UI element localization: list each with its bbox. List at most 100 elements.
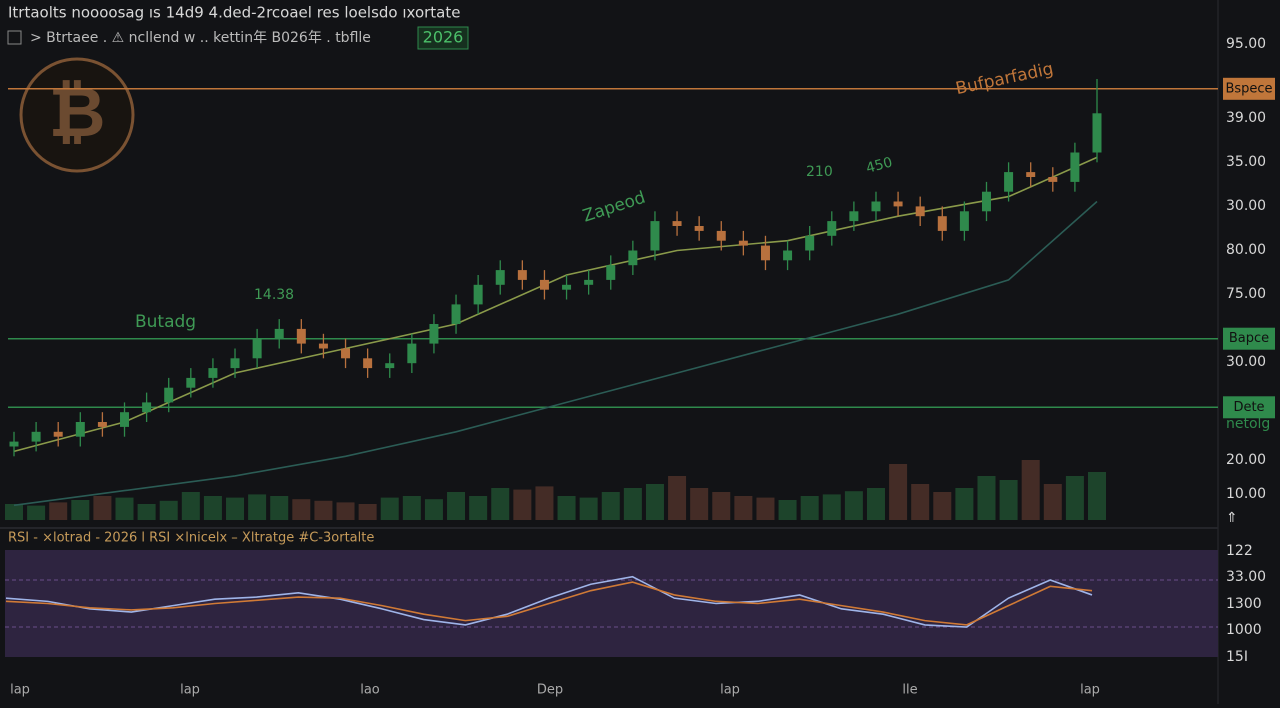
annotation: 210: [806, 164, 833, 180]
volume-bar: [800, 496, 819, 520]
time-label: lap: [720, 683, 740, 698]
candle-body: [296, 328, 306, 344]
volume-bar: [424, 499, 443, 520]
price-label: netolg: [1226, 416, 1270, 432]
volume-bar: [513, 489, 532, 520]
volume-bar: [491, 488, 510, 520]
rsi-line: [5, 581, 1093, 626]
volume-bar: [27, 505, 46, 520]
level-label: Bapce: [1229, 331, 1269, 346]
rsi-label: 1000: [1226, 622, 1262, 638]
icon-box: [7, 30, 22, 45]
logo-ring: [19, 57, 135, 173]
candle-body: [937, 216, 947, 231]
time-label: lle: [902, 683, 917, 698]
time-label: lap: [180, 683, 200, 698]
volume-bar: [137, 504, 156, 520]
volume-bar: [1021, 460, 1040, 520]
price-label: 35.00: [1226, 154, 1266, 170]
level-label: Bspece: [1225, 81, 1272, 96]
volume-bar: [668, 476, 687, 520]
candle-body: [672, 221, 682, 226]
annotation: 450: [864, 154, 894, 176]
price-label: 75.00: [1226, 286, 1266, 302]
volume-bar: [778, 500, 797, 520]
volume-bar: [115, 497, 134, 520]
volume-bar: [645, 484, 664, 520]
candle-body: [120, 412, 130, 427]
volume-bar: [71, 500, 90, 520]
badge: 2026: [423, 28, 464, 47]
volume-bar: [380, 497, 399, 520]
volume-bar: [623, 488, 642, 520]
volume-bar: [822, 494, 841, 520]
volume-bar: [999, 480, 1018, 520]
volume-bar: [358, 504, 377, 520]
candle-body: [407, 343, 417, 364]
volume-bar: [447, 492, 466, 520]
candle-body: [539, 279, 549, 290]
candle-body: [252, 338, 262, 359]
volume-bar: [292, 499, 311, 520]
volume-bar: [889, 464, 908, 520]
candle-body: [1004, 172, 1014, 192]
candle-body: [915, 206, 925, 217]
time-label: lap: [10, 683, 30, 698]
candle-body: [363, 358, 373, 369]
candle-body: [75, 422, 85, 437]
pane-divider: [0, 527, 1218, 529]
level-tag: [1223, 77, 1275, 100]
candle-body: [738, 240, 748, 246]
candle-body: [208, 368, 218, 378]
volume-bar: [270, 496, 289, 520]
candle-body: [760, 245, 770, 261]
candle-body: [97, 422, 107, 427]
candle-body: [473, 284, 483, 305]
candle-body: [1026, 172, 1036, 177]
volume-bar: [159, 500, 178, 520]
rsi-legend: RSI - ×lotrad - 2026 l RSI ×lnicelx – Xl…: [8, 531, 374, 546]
candle-body: [893, 201, 903, 207]
volume-bar: [557, 496, 576, 520]
candle-body: [318, 343, 328, 349]
volume-bar: [734, 496, 753, 520]
time-label: lap: [1080, 683, 1100, 698]
candle-body: [783, 250, 793, 261]
candle-body: [164, 387, 174, 403]
candle-body: [1048, 177, 1058, 182]
volume-bar: [336, 502, 355, 520]
volume-bar: [712, 492, 731, 520]
badge-box: [417, 26, 469, 50]
candle-body: [981, 191, 991, 212]
candle-body: [827, 221, 837, 236]
candle-body: [716, 230, 726, 241]
volume-bar: [601, 492, 620, 520]
level-tag: [1223, 396, 1275, 419]
candle-body: [495, 270, 505, 285]
candle-body: [606, 265, 616, 280]
volume-bar: [1088, 472, 1106, 520]
price-label: 95.00: [1226, 36, 1266, 52]
volume-bar: [977, 476, 996, 520]
time-label: Dep: [537, 683, 563, 698]
price-label: 39.00: [1226, 110, 1266, 126]
candle-body: [1070, 152, 1080, 182]
candle-body: [429, 324, 439, 344]
level-label: Dete: [1233, 400, 1264, 415]
candle-body: [805, 235, 815, 251]
candle-body: [31, 431, 41, 442]
candle-body: [274, 328, 284, 339]
time-label: lao: [360, 683, 380, 698]
header-title: Itrtaolts noooosag ıs 14d9 4.ded-2rcoael…: [8, 4, 460, 22]
candle-body: [584, 279, 594, 285]
candle-body: [959, 211, 969, 231]
rsi-label: 33.00: [1226, 569, 1266, 585]
candle-body: [9, 441, 19, 447]
candle-body: [451, 304, 461, 324]
header-subtitle: > Btrtaee . ⚠ ncllend w .. kettin年 B026年…: [30, 30, 371, 46]
volume-bar: [226, 497, 245, 520]
volume-bar: [844, 491, 863, 520]
candle-body: [694, 226, 704, 231]
annotation: 14.38: [254, 287, 294, 303]
